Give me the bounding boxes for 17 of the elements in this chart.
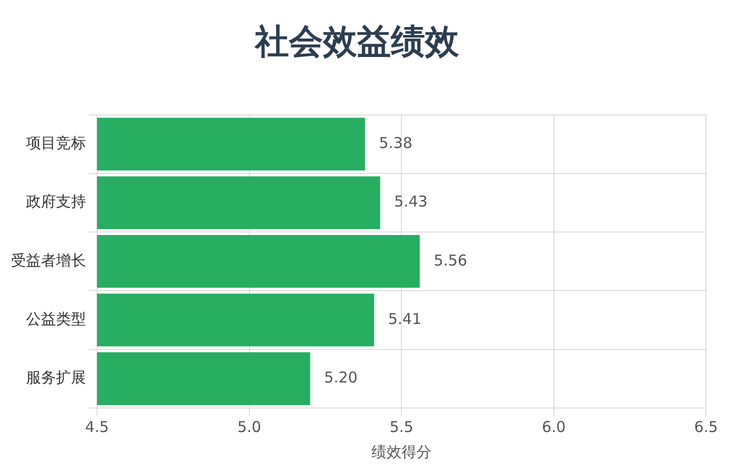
x-tick-label: 6.0 bbox=[542, 418, 566, 436]
data-label: 5.41 bbox=[388, 310, 422, 328]
data-label: 5.20 bbox=[324, 368, 358, 387]
y-tick-label: 公益类型 bbox=[26, 310, 86, 328]
data-label: 5.38 bbox=[378, 134, 412, 152]
chart-title: 社会效益绩效 bbox=[254, 22, 460, 62]
x-tick-label: 4.5 bbox=[85, 418, 109, 436]
x-tick-label: 6.5 bbox=[694, 418, 718, 436]
y-tick-label: 项目竞标 bbox=[26, 134, 86, 152]
x-axis-title: 绩效得分 bbox=[372, 442, 432, 461]
y-tick-label: 受益者增长 bbox=[11, 251, 86, 270]
data-label: 5.56 bbox=[434, 251, 468, 270]
y-tick-label: 政府支持 bbox=[26, 192, 86, 211]
x-tick-label: 5.5 bbox=[390, 418, 414, 436]
x-tick-label: 5.0 bbox=[237, 418, 262, 436]
data-label: 5.43 bbox=[394, 192, 428, 211]
y-tick-label: 服务扩展 bbox=[26, 368, 86, 387]
